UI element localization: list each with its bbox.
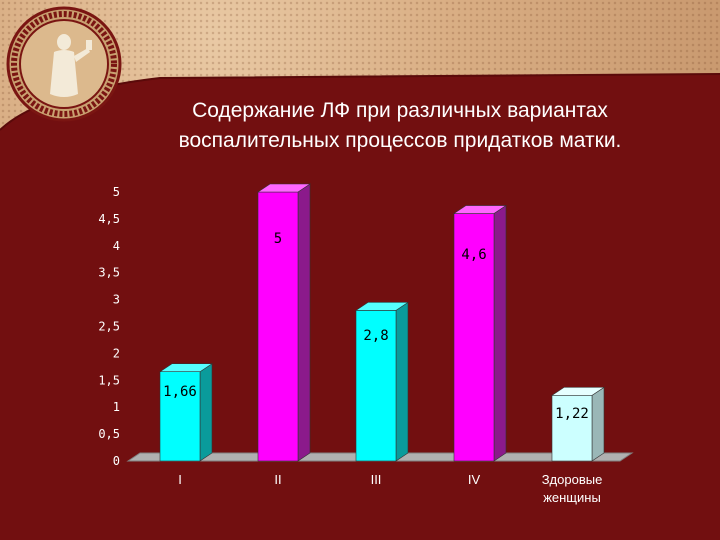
y-tick-label: 0	[113, 454, 120, 468]
y-tick-label: 1	[113, 400, 120, 414]
x-category-label: II	[274, 472, 281, 487]
title-line-2: воспалительных процессов придатков матки…	[178, 129, 622, 152]
bar-top	[453, 205, 507, 214]
x-category-label: III	[371, 472, 382, 487]
bar-side	[297, 183, 311, 462]
bar-top	[551, 387, 605, 396]
bar-top	[159, 363, 213, 372]
y-tick-label: 1,5	[98, 373, 120, 387]
y-tick-label: 0,5	[98, 427, 120, 441]
data-label: 1,22	[555, 406, 589, 422]
bar	[257, 191, 299, 462]
y-tick-label: 3,5	[98, 266, 120, 280]
bar-top	[257, 183, 311, 193]
data-label: 2,8	[363, 328, 388, 344]
bar-side	[395, 301, 409, 462]
y-tick-label: 3	[113, 293, 120, 307]
y-tick-label: 2,5	[98, 320, 120, 334]
x-category-label: I	[178, 472, 182, 487]
bar	[453, 213, 495, 462]
y-tick-label: 2	[113, 346, 120, 360]
bar-side	[591, 386, 605, 462]
institution-seal-logo	[6, 6, 122, 122]
x-category-label: Здоровые	[542, 472, 603, 487]
y-tick-label: 4	[113, 239, 120, 253]
bar	[159, 371, 201, 462]
page-title: Содержание ЛФ при различных вариантах во…	[130, 96, 670, 156]
data-label: 1,66	[163, 384, 197, 400]
y-tick-label: 5	[113, 185, 120, 199]
y-tick-label: 4,5	[98, 212, 120, 226]
bar	[551, 395, 593, 462]
data-label: 4,6	[461, 247, 486, 263]
title-line-1: Содержание ЛФ при различных вариантах	[192, 99, 608, 122]
data-label: 5	[274, 231, 282, 247]
bar-top	[355, 302, 409, 311]
x-category-label: женщины	[543, 490, 601, 505]
bar-side	[199, 363, 213, 462]
bar	[355, 310, 397, 462]
x-category-label: IV	[468, 472, 481, 487]
bar-side	[493, 204, 507, 462]
